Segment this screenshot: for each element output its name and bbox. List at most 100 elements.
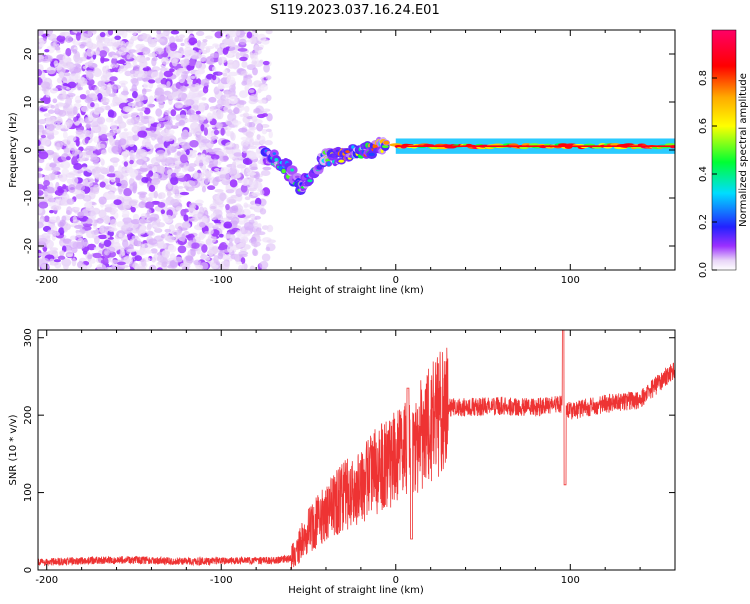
spectrogram-noise-blob	[87, 254, 93, 260]
spectrogram-noise-blob	[195, 30, 205, 37]
spectrogram-noise-blob	[146, 103, 155, 109]
spectrogram-noise-blob	[212, 158, 219, 167]
spectrogram-noise-blob	[214, 189, 224, 193]
spectrogram-noise-blob	[210, 205, 217, 210]
spectrogram-noise-blob	[230, 132, 236, 141]
spectrogram-noise-blob	[107, 30, 114, 36]
spectrogram-noise-blob	[49, 247, 59, 251]
spectrogram-noise-blob	[65, 250, 74, 258]
spectrogram-segment-core	[281, 168, 287, 174]
spectrogram-noise-blob	[123, 187, 132, 197]
spectrogram-noise-blob	[116, 261, 126, 266]
spectrogram-noise-blob	[148, 184, 156, 192]
spectrogram-noise-blob	[83, 181, 94, 187]
spectrogram-noise-blob	[233, 119, 239, 124]
spectrogram-ytick-label: 20	[23, 48, 34, 61]
spectrogram-noise-blob	[42, 105, 50, 109]
spectrogram-noise-blob	[66, 198, 75, 205]
spectrogram-noise-blob	[209, 52, 220, 59]
spectrogram-noise-blob	[134, 70, 145, 79]
spectrogram-noise-blob	[43, 113, 51, 117]
spectrogram-noise-blob	[213, 129, 220, 135]
spectrogram-noise-blob	[94, 86, 100, 95]
spectrogram-noise-blob	[123, 151, 128, 161]
spectrogram-noise-blob	[234, 174, 241, 179]
spectrogram-noise-blob	[188, 163, 197, 168]
spectrogram-noise-blob	[150, 157, 161, 166]
spectrogram-noise-blob	[225, 130, 232, 137]
spectrogram-noise-blob	[213, 224, 222, 228]
spectrogram-noise-blob	[240, 70, 248, 76]
spectrogram-noise-blob	[242, 244, 251, 250]
spectrogram-noise-blob	[123, 128, 128, 132]
spectrogram-noise-blob	[161, 261, 168, 268]
spectrogram-noise-blob	[179, 191, 190, 196]
spectrogram-noise-blob	[127, 102, 136, 107]
spectrogram-noise-blob	[241, 60, 248, 68]
spectrogram-noise-blob	[96, 93, 103, 101]
spectrogram-noise-blob	[249, 94, 258, 102]
spectrogram-noise-blob	[99, 181, 106, 188]
spectrogram-noise-blob	[62, 184, 67, 190]
spectrogram-noise-blob	[186, 92, 197, 99]
spectrogram-noise-blob	[218, 233, 224, 238]
spectrogram-noise-blob	[217, 71, 223, 76]
spectrogram-noise-blob	[119, 65, 125, 69]
spectrogram-xtick-label: -200	[35, 275, 58, 286]
spectrogram-noise-blob	[104, 215, 111, 225]
spectrogram-noise-blob	[183, 142, 191, 152]
spectrogram-noise-blob	[176, 151, 181, 156]
spectrogram-noise-blob	[213, 255, 219, 264]
spectrogram-segment-core	[345, 150, 350, 154]
spectrogram-noise-blob	[126, 54, 131, 60]
spectrogram-noise-blob	[128, 139, 135, 147]
spectrogram-noise-blob	[119, 179, 128, 189]
spectrogram-noise-blob	[46, 186, 55, 194]
spectrogram-noise-blob	[221, 254, 231, 261]
spectrogram-noise-blob	[71, 257, 77, 267]
spectrogram-noise-blob	[205, 148, 214, 152]
spectrogram-noise-blob	[52, 98, 58, 104]
spectrogram-noise-blob	[178, 114, 188, 119]
spectrogram-noise-blob	[111, 145, 122, 155]
spectrogram-noise-blob	[220, 260, 230, 270]
spectrogram-noise-blob	[134, 255, 142, 262]
spectrogram-noise-blob	[114, 35, 121, 41]
spectrogram-noise-blob	[201, 244, 208, 253]
spectrogram-noise-blob	[107, 38, 113, 42]
spectrogram-noise-blob	[222, 72, 228, 77]
spectrogram-noise-blob	[166, 235, 176, 242]
spectrogram-noise-blob	[50, 172, 56, 180]
spectrogram-noise-blob	[260, 170, 271, 176]
spectrogram-xlabel: Height of straight line (km)	[288, 285, 424, 296]
spectrogram-noise-blob	[216, 85, 226, 90]
spectrogram-noise-blob	[260, 84, 269, 92]
spectrogram-noise-blob	[235, 51, 240, 60]
spectrogram-ytick-label: 0	[23, 147, 34, 153]
spectrogram-noise-blob	[240, 104, 245, 111]
spectrogram-noise-blob	[120, 82, 126, 88]
spectrogram-noise-blob	[239, 56, 248, 62]
spectrogram-noise-blob	[136, 76, 144, 81]
spectrogram-noise-blob	[162, 31, 167, 37]
snr-xtick-label: 100	[561, 575, 580, 586]
spectrogram-noise-blob	[192, 236, 201, 244]
spectrogram-noise-blob	[195, 110, 201, 115]
spectrogram-noise-blob	[200, 78, 210, 87]
spectrogram-noise-blob	[94, 107, 105, 114]
spectrogram-noise-blob	[255, 107, 261, 114]
spectrogram-noise-blob	[132, 134, 140, 141]
spectrogram-noise-blob	[142, 51, 148, 56]
spectrogram-noise-blob	[121, 224, 130, 229]
spectrogram-noise-blob	[139, 111, 144, 117]
colorbar-gradient	[711, 29, 737, 271]
spectrogram-noise-blob	[47, 33, 57, 41]
spectrogram-noise-blob	[244, 105, 250, 113]
spectrogram-noise-blob	[231, 205, 239, 211]
spectrogram-noise-blob	[185, 148, 190, 156]
spectrogram-noise-blob	[38, 86, 43, 91]
spectrogram-noise-blob	[136, 30, 142, 34]
spectrogram-noise-blob	[141, 176, 149, 183]
spectrogram-noise-blob	[132, 213, 140, 221]
